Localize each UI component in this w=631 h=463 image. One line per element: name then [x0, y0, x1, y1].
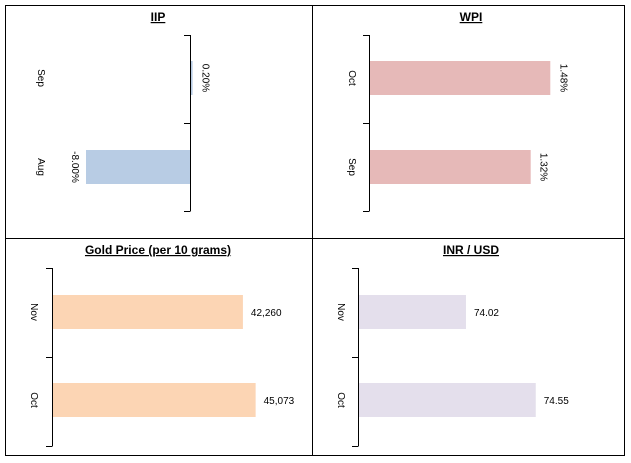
- category-label: Oct: [28, 392, 39, 408]
- category-label: Nov: [335, 303, 346, 321]
- data-label: 74.02: [474, 308, 499, 319]
- category-label: Nov: [28, 303, 39, 321]
- chart-title: INR / USD: [443, 243, 499, 257]
- bar: [369, 150, 531, 184]
- bar: [369, 61, 551, 95]
- bar: [52, 383, 256, 417]
- panel-borders: [5, 5, 625, 456]
- bar: [358, 295, 466, 329]
- bar: [358, 383, 536, 417]
- data-label: 74.55: [544, 396, 569, 407]
- category-label: Aug: [35, 158, 46, 176]
- chart-plot-area: 1.48% Oct 1.32% Sep: [346, 35, 568, 212]
- panel-iip: IIP 0.20% Sep -8.00% Aug: [35, 10, 211, 212]
- data-label: 45,073: [264, 396, 295, 407]
- bar: [190, 61, 193, 95]
- bar: [52, 295, 243, 329]
- category-label: Oct: [335, 392, 346, 408]
- chart-title: WPI: [460, 10, 483, 24]
- chart-plot-area: 74.02 Nov 74.55 Oct: [335, 268, 569, 447]
- panel-gold-price: Gold Price (per 10 grams) 42,260 Nov 45,07…: [28, 243, 295, 447]
- category-label: Oct: [346, 70, 357, 86]
- bar: [86, 150, 190, 184]
- data-label: 1.48%: [557, 64, 568, 92]
- chart-title: IIP: [151, 10, 166, 24]
- data-label: 1.32%: [538, 153, 549, 181]
- data-label: 0.20%: [200, 64, 211, 92]
- panel-wpi: WPI 1.48% Oct 1.32% Sep: [346, 10, 568, 212]
- data-label: 42,260: [251, 308, 282, 319]
- category-label: Sep: [346, 158, 357, 176]
- chart-title: Gold Price (per 10 grams): [85, 243, 231, 257]
- data-label: -8.00%: [69, 151, 80, 183]
- chart-plot-area: 0.20% Sep -8.00% Aug: [35, 35, 211, 212]
- category-label: Sep: [35, 69, 46, 87]
- panel-inr-usd: INR / USD 74.02 Nov 74.55 Oct: [335, 243, 569, 447]
- chart-plot-area: 42,260 Nov 45,073 Oct: [28, 268, 295, 447]
